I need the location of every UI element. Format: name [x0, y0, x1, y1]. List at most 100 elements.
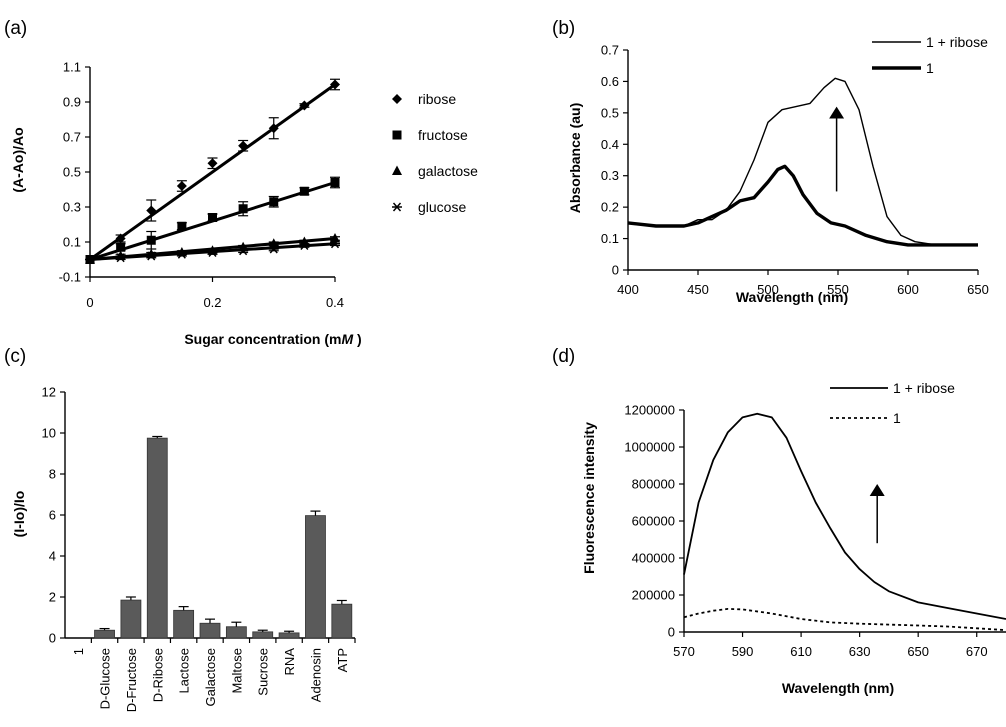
panel-c-y-tick-label: 8 [49, 467, 56, 482]
panel-c-y-tick-label: 12 [42, 385, 56, 400]
panel-d-y-tick-label: 600000 [632, 514, 675, 529]
category-label: Lactose [177, 648, 192, 694]
bar-Lactose [173, 609, 195, 639]
panel-d-xlabel: Wavelength (nm) [782, 680, 894, 696]
panel-b-y-tick-label: 0.5 [601, 105, 619, 120]
category-label: Galactose [203, 648, 218, 707]
panel-d-y-tick-label: 400000 [632, 551, 675, 566]
panel-c-y-tick-label: 2 [49, 590, 56, 605]
panel-a-y-tick-label: 0.5 [63, 165, 81, 180]
panel-a-y-tick-label: 0.3 [63, 200, 81, 215]
panel-b-chart: (b) Absorbance (au) Wavelength (nm) 0 0.1… [552, 18, 989, 305]
panel-d-y-tick-label: 800000 [632, 477, 675, 492]
data-point-glucose-stroke [85, 255, 95, 264]
panel-b-x-tick-label: 500 [757, 282, 779, 297]
panel-d-y-tick-label: 200000 [632, 588, 675, 603]
panel-b-y-tick-label: 0.6 [601, 74, 619, 89]
category-label: D-Ribose [150, 648, 165, 702]
panel-b-y-tick-label: 0.7 [601, 43, 619, 58]
panel-a-x-tick-label: 0.4 [326, 295, 344, 310]
fit-line-ribose [89, 83, 336, 261]
category-label: 1 [71, 648, 86, 655]
panel-d-y-tick-label: 0 [668, 625, 675, 640]
panel-c-y-tick-label: 10 [42, 426, 56, 441]
legend-marker-fructose [392, 130, 402, 140]
data-point-fructose [330, 178, 340, 187]
panel-b-y-tick-label: 0 [612, 263, 619, 278]
panel-d-x-tick-label: 670 [966, 644, 988, 659]
panel-b-y-tick-label: 0.3 [601, 168, 619, 183]
legend-label: 1 [926, 60, 934, 76]
panel-b-x-tick-label: 600 [897, 282, 919, 297]
legend-label: 1 [893, 410, 901, 426]
data-point-glucose [207, 248, 218, 257]
bar-Galactose [199, 622, 221, 639]
panel-d-y-tick-label: 1200000 [624, 403, 675, 418]
data-point-glucose [85, 255, 95, 264]
legend-label-ribose: ribose [418, 91, 456, 107]
series-line-compound-1 [627, 164, 978, 247]
panel-b-y-tick-label: 0.4 [601, 137, 619, 152]
panel-d-y-tick-label: 1000000 [624, 440, 675, 455]
panel-b-xlabel: Wavelength (nm) [736, 289, 848, 305]
panel-b-ylabel: Absorbance (au) [567, 103, 583, 213]
legend-marker-glucose-stroke [392, 202, 402, 212]
panel-a-ylabel: (A-Ao)/Ao [10, 127, 26, 192]
category-label: RNA [282, 648, 297, 676]
panel-b-x-tick-label: 550 [827, 282, 849, 297]
panel-a-x-tick-label: 0 [86, 295, 93, 310]
bar-D-Fructose [120, 599, 142, 639]
data-point-fructose [208, 213, 217, 222]
category-label: D-Fructose [124, 648, 139, 712]
series-line-compound-1-ribose [627, 77, 978, 246]
data-point-ribose [330, 79, 340, 90]
panel-a-chart: (a) (A-Ao)/Ao Sugar concentration (mM ) … [4, 18, 478, 347]
category-label: Adenosin [308, 648, 323, 702]
data-point-glucose [238, 246, 249, 256]
data-point-fructose [299, 186, 309, 196]
bar-D-Ribose [146, 437, 168, 639]
panel-d-chart: (d) Fluorescence intensity Wavelength (n… [552, 346, 1006, 696]
panel-b-y-tick-label: 0.1 [601, 231, 619, 246]
panel-c-ylabel: (I-Io)/Io [11, 491, 27, 538]
panel-a-xlabel: Sugar concentration (mM ) [184, 331, 361, 347]
bar-RNA [278, 632, 300, 639]
panel-b-y-tick-label: 0.2 [601, 200, 619, 215]
data-point-fructose [116, 242, 126, 252]
data-point-ribose [207, 158, 218, 169]
panel-d-x-tick-label: 650 [907, 644, 929, 659]
data-point-ribose [176, 181, 187, 191]
panel-a-y-tick-label: -0.1 [59, 270, 81, 285]
panel-c-label: (c) [4, 346, 26, 367]
data-point-glucose-stroke [177, 249, 186, 259]
panel-a-y-tick-label: 0.9 [63, 95, 81, 110]
data-point-ribose [268, 123, 279, 134]
data-point-fructose [146, 235, 156, 245]
series-line-compound-1-ribose [683, 412, 1006, 620]
panel-c-y-tick-label: 0 [49, 631, 56, 646]
category-label: Sucrose [256, 648, 271, 696]
data-point-glucose [115, 253, 126, 263]
data-point-fructose [177, 221, 187, 231]
legend-label-glucose: glucose [418, 199, 466, 215]
legend-label: 1 + ribose [893, 380, 955, 396]
category-label: ATP [335, 648, 350, 672]
panel-b-label: (b) [552, 18, 575, 39]
data-point-glucose-stroke [239, 246, 248, 256]
data-point-glucose-stroke [116, 253, 125, 263]
panel-c-y-tick-label: 4 [49, 549, 56, 564]
bar-Sucrose [252, 631, 274, 639]
bar-D-Glucose [94, 629, 115, 639]
panel-d-x-tick-label: 610 [790, 644, 812, 659]
data-point-ribose [238, 140, 249, 151]
data-point-glucose-stroke [330, 239, 340, 249]
legend-label-galactose: galactose [418, 163, 478, 179]
legend-marker-ribose [392, 94, 402, 104]
legend-label: 1 + ribose [926, 34, 988, 50]
data-point-glucose [330, 239, 340, 249]
panel-b-x-tick-label: 650 [967, 282, 989, 297]
data-point-glucose-stroke [269, 244, 278, 254]
series-line-compound-1 [683, 608, 1006, 631]
bar-ATP [331, 603, 353, 639]
panel-a-y-tick-label: 0.7 [63, 130, 81, 145]
